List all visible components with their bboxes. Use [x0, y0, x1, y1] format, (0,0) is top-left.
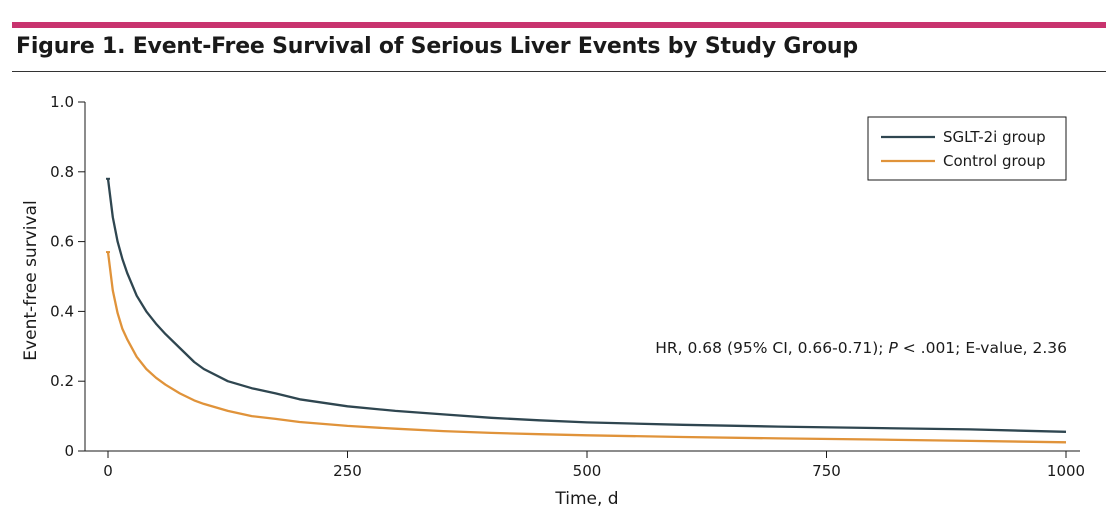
legend-box	[867, 116, 1067, 181]
x-axis-label: Time, d	[554, 489, 618, 509]
hazard-ratio-annotation: HR, 0.68 (95% CI, 0.66-0.71); P < .001; …	[655, 339, 1067, 357]
y-axis-label: Event-free survival	[21, 200, 41, 360]
series-line-1	[106, 251, 1067, 444]
x-tick-label: 1000	[1047, 462, 1085, 480]
y-tick-label: 0.2	[50, 372, 74, 390]
y-tick-label: 0.6	[50, 233, 74, 251]
y-tick-label: 0.4	[50, 302, 74, 320]
annotation-p-italic: P	[888, 339, 898, 357]
y-tick-label: 0.8	[50, 163, 74, 181]
series-line-0	[106, 178, 1067, 433]
x-tick-label: 250	[333, 462, 362, 480]
figure-title: Figure 1. Event-Free Survival of Serious…	[16, 34, 858, 59]
series-lines	[106, 177, 1067, 444]
axes-group: 0 0.2 0.4 0.6 0.8 1.0 0 250 500 750 1000	[50, 93, 1085, 480]
legend: SGLT-2i group Control group	[867, 116, 1067, 181]
legend-label-control: Control group	[943, 152, 1046, 170]
title-divider	[12, 71, 1106, 72]
y-tick-label: 0	[64, 442, 74, 460]
annotation-suffix: < .001; E-value, 2.36	[898, 339, 1067, 357]
x-tick-label: 500	[573, 462, 602, 480]
x-tick-label: 750	[812, 462, 841, 480]
legend-label-sglt2i: SGLT-2i group	[943, 128, 1046, 146]
annotation-prefix: HR, 0.68 (95% CI, 0.66-0.71);	[655, 339, 888, 357]
title-accent-bar	[12, 22, 1106, 28]
y-tick-label: 1.0	[50, 93, 74, 111]
x-tick-label: 0	[103, 462, 113, 480]
